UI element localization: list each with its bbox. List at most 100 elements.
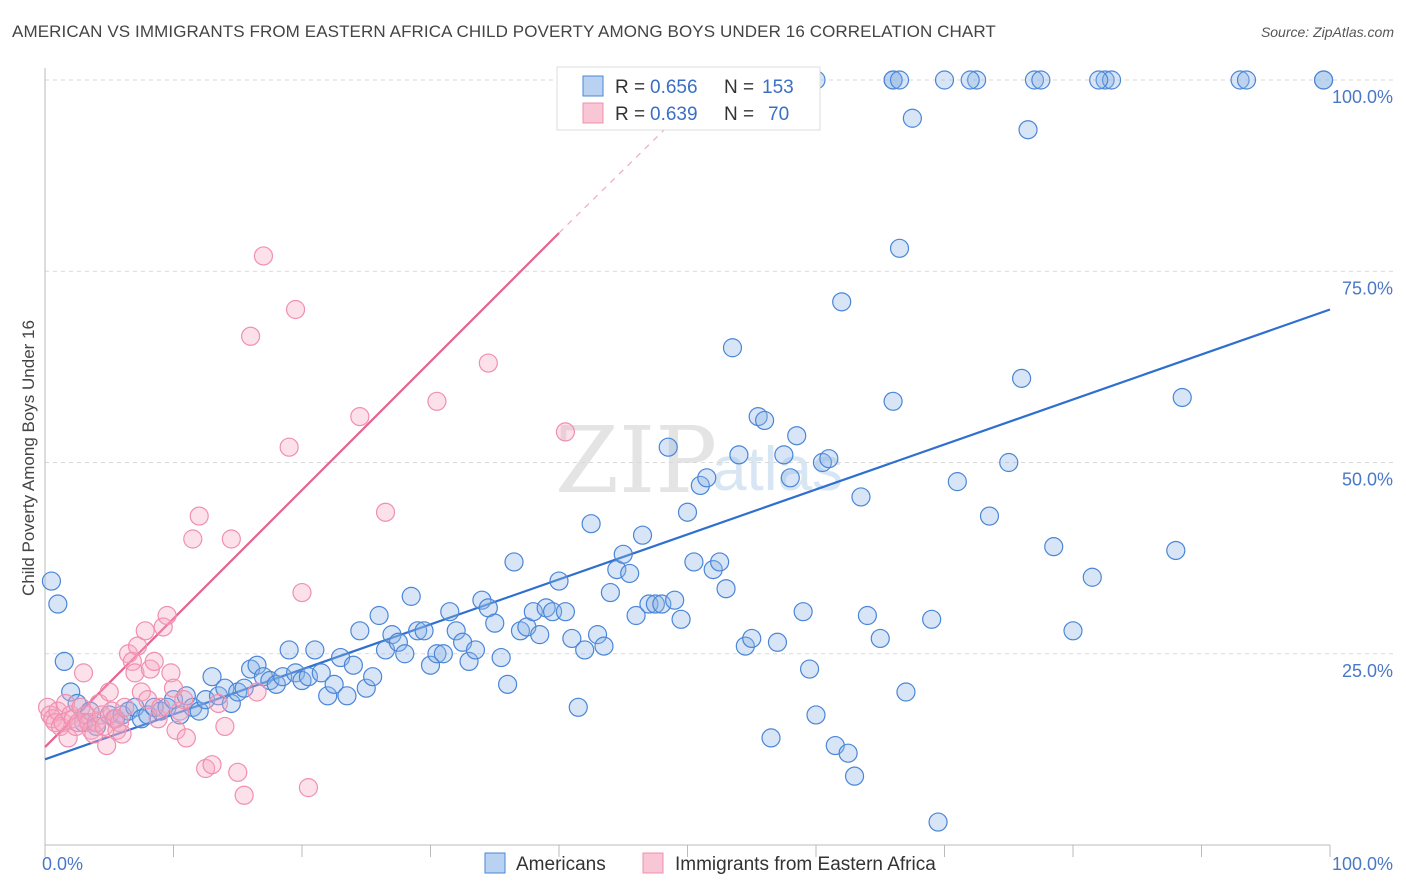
point-americans-93 — [645, 594, 665, 614]
stats-swatch-americans — [582, 75, 604, 97]
point-americans-134 — [934, 70, 955, 90]
point-immigrants-51 — [189, 506, 209, 526]
point-americans-58 — [420, 655, 441, 675]
point-americans-1 — [48, 594, 68, 614]
point-immigrants-35 — [131, 682, 151, 702]
point-immigrants-67 — [375, 502, 396, 522]
point-americans-147 — [1166, 540, 1186, 561]
point-americans-31 — [247, 655, 267, 675]
point-immigrants-15 — [76, 705, 96, 725]
point-americans-41 — [311, 663, 331, 683]
legend-label-immigrants: Immigrants from Eastern Africa — [675, 854, 936, 875]
point-americans-54 — [395, 644, 415, 664]
legend-label-americans: Americans — [516, 854, 606, 875]
point-americans-116 — [793, 602, 813, 622]
point-americans-155 — [1031, 70, 1051, 90]
trend-line-immigrants-extension — [558, 125, 669, 234]
point-americans-148 — [1172, 387, 1192, 408]
point-americans-91 — [632, 525, 653, 545]
point-americans-23 — [196, 690, 216, 710]
point-americans-40 — [305, 640, 325, 660]
point-immigrants-10 — [63, 709, 83, 729]
point-americans-64 — [459, 651, 479, 672]
point-americans-129 — [889, 238, 910, 258]
watermark-zip: ZIP — [555, 407, 717, 514]
x-tick-labels: 0.0% 100.0% — [42, 854, 1393, 874]
point-americans-82 — [575, 640, 595, 660]
point-americans-48 — [356, 678, 376, 698]
point-americans-95 — [658, 437, 678, 457]
point-immigrants-65 — [298, 778, 319, 798]
point-immigrants-0 — [37, 697, 58, 717]
point-americans-107 — [735, 636, 755, 656]
point-americans-104 — [716, 579, 736, 599]
point-americans-103 — [710, 552, 730, 572]
point-americans-57 — [414, 621, 434, 641]
point-americans-100 — [690, 475, 710, 496]
x-tick-label-0: 0.0% — [42, 854, 83, 874]
point-americans-74 — [523, 602, 543, 622]
point-immigrants-70 — [555, 422, 576, 442]
point-immigrants-28 — [109, 712, 130, 733]
stats-n-value-americans: 153 — [762, 77, 794, 98]
point-americans-140 — [1018, 120, 1038, 140]
point-americans-2 — [54, 651, 74, 672]
point-americans-133 — [928, 812, 948, 832]
point-americans-68 — [485, 613, 505, 633]
point-americans-78 — [549, 571, 569, 591]
y-tick-label-0: 25.0% — [1342, 661, 1393, 681]
point-americans-102 — [703, 559, 723, 580]
point-americans-45 — [337, 686, 357, 706]
point-immigrants-43 — [157, 605, 177, 626]
point-americans-53 — [388, 632, 408, 652]
point-americans-70 — [498, 674, 518, 694]
point-americans-60 — [433, 644, 453, 664]
point-americans-110 — [754, 410, 775, 431]
stats-r-label-immigrants: R = — [615, 104, 645, 125]
point-americans-86 — [600, 582, 621, 603]
point-americans-43 — [324, 674, 344, 694]
point-immigrants-58 — [234, 785, 254, 805]
point-americans-66 — [472, 590, 492, 610]
point-americans-143 — [1063, 621, 1083, 641]
point-americans-50 — [369, 605, 389, 626]
point-americans-124 — [844, 766, 865, 786]
point-immigrants-34 — [127, 636, 148, 656]
point-immigrants-41 — [151, 697, 171, 717]
point-americans-156 — [1089, 70, 1109, 90]
trend-line-immigrants — [44, 232, 560, 748]
point-immigrants-62 — [279, 437, 299, 457]
point-americans-145 — [1095, 70, 1115, 90]
stats-r-label-americans: R = — [615, 77, 645, 98]
point-immigrants-3 — [45, 712, 65, 733]
watermark-atlas: atlas — [712, 435, 843, 504]
point-americans-137 — [979, 506, 1000, 526]
point-americans-157 — [1236, 70, 1257, 90]
point-immigrants-25 — [102, 701, 122, 721]
point-americans-79 — [555, 602, 576, 622]
point-americans-88 — [613, 544, 633, 564]
point-americans-131 — [902, 108, 922, 128]
point-immigrants-6 — [53, 712, 73, 733]
point-americans-122 — [832, 292, 852, 312]
point-immigrants-66 — [350, 407, 370, 427]
series-immigrants — [37, 246, 576, 805]
point-americans-98 — [677, 502, 698, 522]
point-americans-49 — [363, 667, 383, 687]
point-immigrants-39 — [144, 651, 164, 672]
stats-r-value-immigrants: 0.639 — [650, 104, 698, 125]
point-americans-128 — [883, 391, 903, 411]
point-immigrants-69 — [478, 353, 498, 373]
point-immigrants-21 — [91, 705, 112, 725]
watermark: ZIP atlas — [555, 407, 843, 514]
point-americans-105 — [722, 338, 743, 358]
point-americans-71 — [504, 552, 524, 572]
point-americans-125 — [851, 487, 871, 507]
point-americans-130 — [896, 682, 916, 702]
point-americans-127 — [870, 628, 890, 649]
stats-legend: R = 0.656 N = 153 R = 0.639 N = 70 — [556, 66, 821, 131]
stats-swatch-immigrants — [582, 102, 604, 124]
point-immigrants-7 — [55, 693, 76, 714]
point-immigrants-33 — [125, 663, 145, 683]
